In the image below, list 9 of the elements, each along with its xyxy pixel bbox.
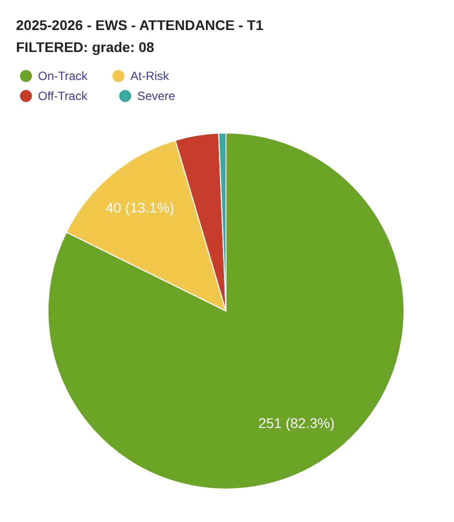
chart-title: 2025-2026 - EWS - ATTENDANCE - T1	[16, 17, 264, 33]
legend-label: At-Risk	[130, 69, 170, 83]
data-label: 40 (13.1%)	[106, 200, 174, 216]
data-label: 251 (82.3%)	[258, 415, 335, 432]
legend-label: On-Track	[38, 69, 89, 83]
chart-subtitle: FILTERED: grade: 08	[16, 39, 154, 55]
legend-label: Off-Track	[38, 89, 88, 103]
pie-slice	[48, 132, 404, 490]
legend-label: Severe	[137, 89, 176, 103]
